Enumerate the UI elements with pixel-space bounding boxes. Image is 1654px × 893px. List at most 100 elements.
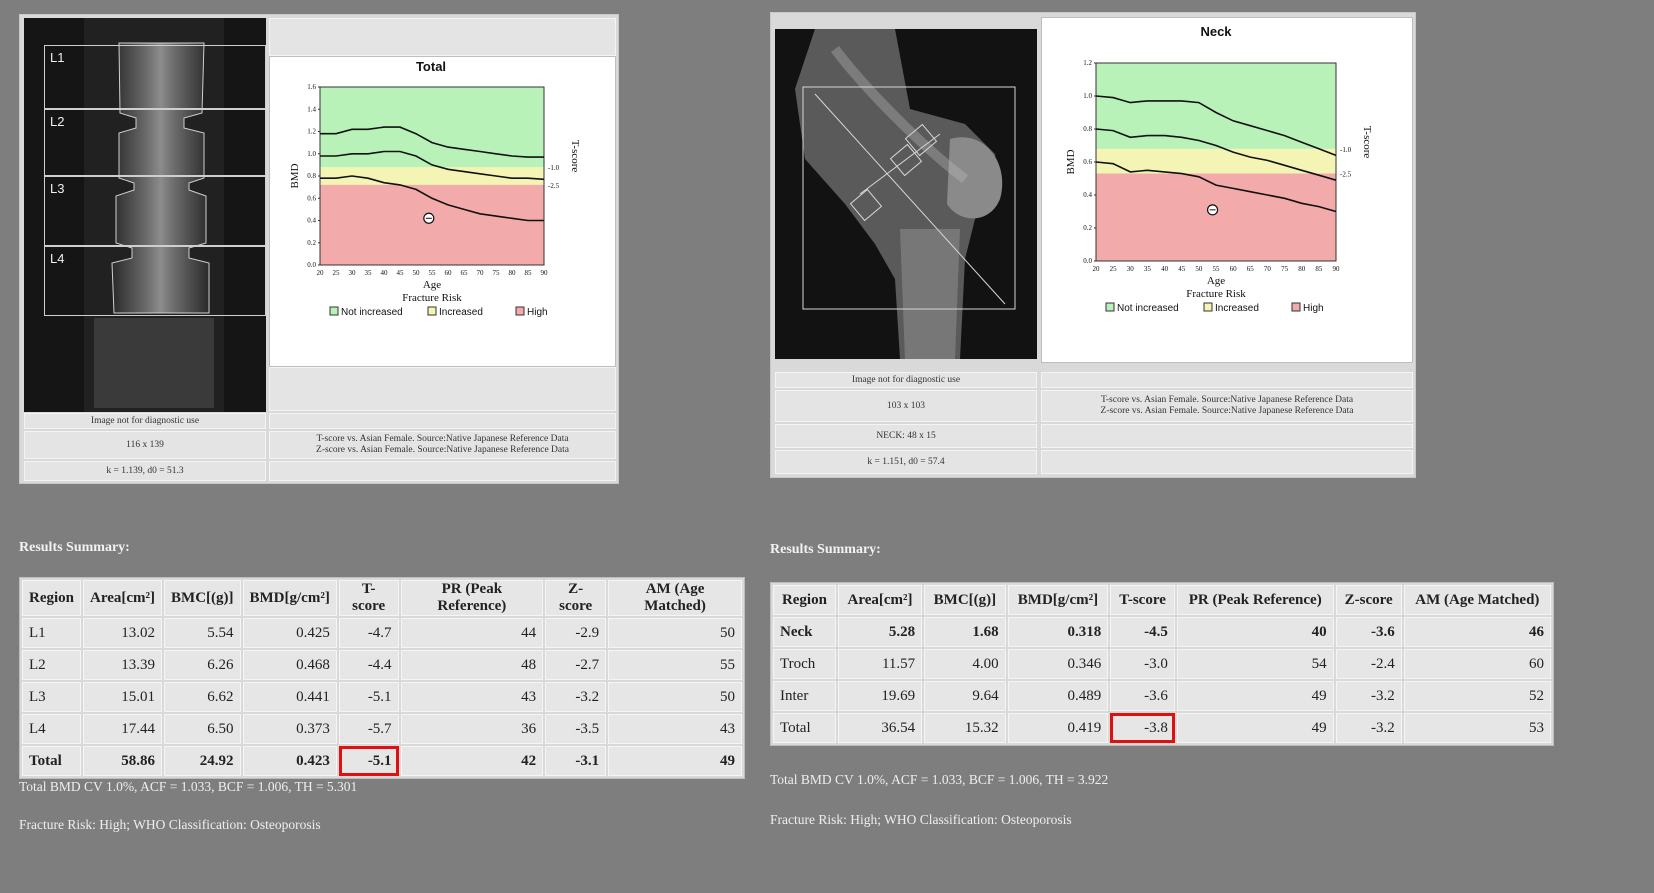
- x-tick-label: 35: [365, 269, 373, 277]
- y-axis-label: BMD: [1065, 149, 1077, 174]
- column-header: Region: [22, 580, 81, 616]
- column-header: Area[cm²]: [83, 580, 163, 616]
- vertebra-label-l4: L4: [50, 251, 65, 266]
- table-cell: -4.7: [338, 618, 399, 648]
- highlighted-tscore-cell: -3.8: [1110, 713, 1175, 743]
- reference-curve: [1095, 128, 1337, 181]
- legend-swatch: [1105, 302, 1115, 312]
- legend-label: Not increased: [341, 307, 403, 318]
- table-cell: 13.02: [83, 618, 163, 648]
- t-score-axis-label: T-score: [569, 140, 581, 173]
- table-cell: -3.2: [545, 682, 607, 712]
- y-axis-label: BMD: [289, 163, 301, 188]
- table-cell: 46: [1403, 617, 1551, 647]
- table-cell: 0.423: [242, 746, 337, 776]
- total-bmd-chart: Total 1.6 1.4 1.2 1.0 0.8 0.6 0.4 0.2 0.0 20 25 30 3…: [269, 56, 616, 367]
- table-cell: 4.00: [924, 649, 1006, 679]
- table-cell: -2.7: [545, 650, 607, 680]
- table-cell: -3.2: [1335, 681, 1402, 711]
- table-cell: 44: [400, 618, 544, 648]
- empty-info-cell: [1041, 424, 1413, 448]
- neck-roi-size: NECK: 48 x 15: [775, 424, 1037, 448]
- x-tick-label: 90: [1333, 265, 1341, 273]
- y-tick-label: 0.2: [1083, 224, 1092, 232]
- neck-bmd-chart: Neck 1.2 1.0 0.8 0.6 0.4 0.2 0.0 20 25 30 35 40 45 50…: [1041, 17, 1413, 363]
- y-tick-label: 0.4: [307, 217, 316, 225]
- table-cell: 9.64: [924, 681, 1006, 711]
- table-cell: -5.1: [338, 682, 399, 712]
- x-tick-label: 65: [461, 269, 469, 277]
- reference-data-note: T-score vs. Asian Female. Source:Native …: [269, 431, 616, 459]
- table-cell: 0.419: [1007, 713, 1109, 743]
- reference-curve: [1095, 161, 1337, 213]
- table-cell: 0.489: [1007, 681, 1109, 711]
- table-cell: Troch: [773, 649, 836, 679]
- table-cell: L3: [22, 682, 81, 712]
- fracture-risk-note: Fracture Risk: High; WHO Classification:…: [19, 817, 321, 832]
- table-cell: 24.92: [164, 746, 241, 776]
- spine-scan-image: L1 L2 L3 L4: [24, 18, 266, 412]
- t-score-tick: -2.5: [1340, 171, 1352, 179]
- empty-info-cell: [269, 461, 616, 481]
- table-cell: 17.44: [83, 714, 163, 744]
- chart-header-strip: [269, 18, 616, 56]
- x-tick-label: 20: [1093, 265, 1101, 273]
- column-header: BMD[g/cm²]: [242, 580, 337, 616]
- y-tick-label: 1.0: [307, 150, 316, 158]
- y-tick-label: 0.6: [307, 194, 316, 202]
- table-row: Neck 5.28 1.68 0.318 -4.5 40 -3.6 46: [773, 617, 1551, 647]
- table-cell: -2.4: [1335, 649, 1402, 679]
- x-tick-label: 70: [477, 269, 485, 277]
- table-cell: -5.7: [338, 714, 399, 744]
- table-cell: 54: [1176, 649, 1334, 679]
- table-cell: 5.54: [164, 618, 241, 648]
- y-tick-label: 0.0: [307, 261, 316, 269]
- x-tick-label: 55: [1213, 265, 1221, 273]
- table-cell: -3.5: [545, 714, 607, 744]
- table-row: L3 15.01 6.62 0.441 -5.1 43 -3.2 50: [22, 682, 742, 712]
- y-tick-label: 1.2: [307, 128, 316, 136]
- y-tick-label: 0.8: [1083, 125, 1092, 133]
- table-cell: 15.32: [924, 713, 1006, 743]
- calibration-values: k = 1.139, d0 = 51.3: [24, 461, 266, 481]
- table-cell: 0.425: [242, 618, 337, 648]
- table-cell: 36: [400, 714, 544, 744]
- table-cell: 50: [608, 682, 742, 712]
- vertebra-label-l2: L2: [50, 114, 65, 129]
- vertebra-label-l3: L3: [50, 181, 65, 196]
- table-cell: 58.86: [83, 746, 163, 776]
- diagnostic-disclaimer: Image not for diagnostic use: [775, 372, 1037, 388]
- x-tick-label: 90: [541, 269, 549, 277]
- roi-l1: [44, 45, 266, 109]
- scan-size: 116 x 139: [24, 431, 266, 459]
- cv-note: Total BMD CV 1.0%, ACF = 1.033, BCF = 1.…: [19, 779, 358, 794]
- table-cell: 5.28: [837, 617, 923, 647]
- legend-swatch: [1291, 302, 1301, 312]
- x-tick-label: 85: [1315, 265, 1323, 273]
- x-tick-label: 55: [429, 269, 437, 277]
- hip-scan-image: [775, 29, 1037, 359]
- table-cell: L1: [22, 618, 81, 648]
- table-cell: -3.1: [545, 746, 607, 776]
- table-cell: 6.50: [164, 714, 241, 744]
- y-tick-label: 1.4: [307, 105, 316, 113]
- table-row: Troch 11.57 4.00 0.346 -3.0 54 -2.4 60: [773, 649, 1551, 679]
- y-tick-label: 0.2: [307, 239, 316, 247]
- reference-curve: [320, 126, 544, 158]
- x-tick-label: 35: [1144, 265, 1152, 273]
- cv-note: Total BMD CV 1.0%, ACF = 1.033, BCF = 1.…: [770, 772, 1109, 787]
- x-tick-label: 40: [381, 269, 389, 277]
- t-score-axis-label: T-score: [1361, 126, 1373, 159]
- empty-info-cell: [269, 413, 616, 429]
- column-header: Z-score: [545, 580, 607, 616]
- hip-report-panel: Neck 1.2 1.0 0.8 0.6 0.4 0.2 0.0 20 25 30 35 40 45 50…: [770, 12, 1416, 478]
- table-cell: -3.6: [1110, 681, 1175, 711]
- y-tick-label: 0.0: [1083, 257, 1092, 265]
- chart-subtitle: Fracture Risk: [402, 292, 462, 304]
- roi-l3: [44, 176, 266, 246]
- results-summary-title: Results Summary:: [770, 542, 881, 557]
- table-cell: 15.01: [83, 682, 163, 712]
- table-cell: 48: [400, 650, 544, 680]
- column-header: Region: [773, 585, 836, 615]
- zone-high: [1096, 173, 1336, 261]
